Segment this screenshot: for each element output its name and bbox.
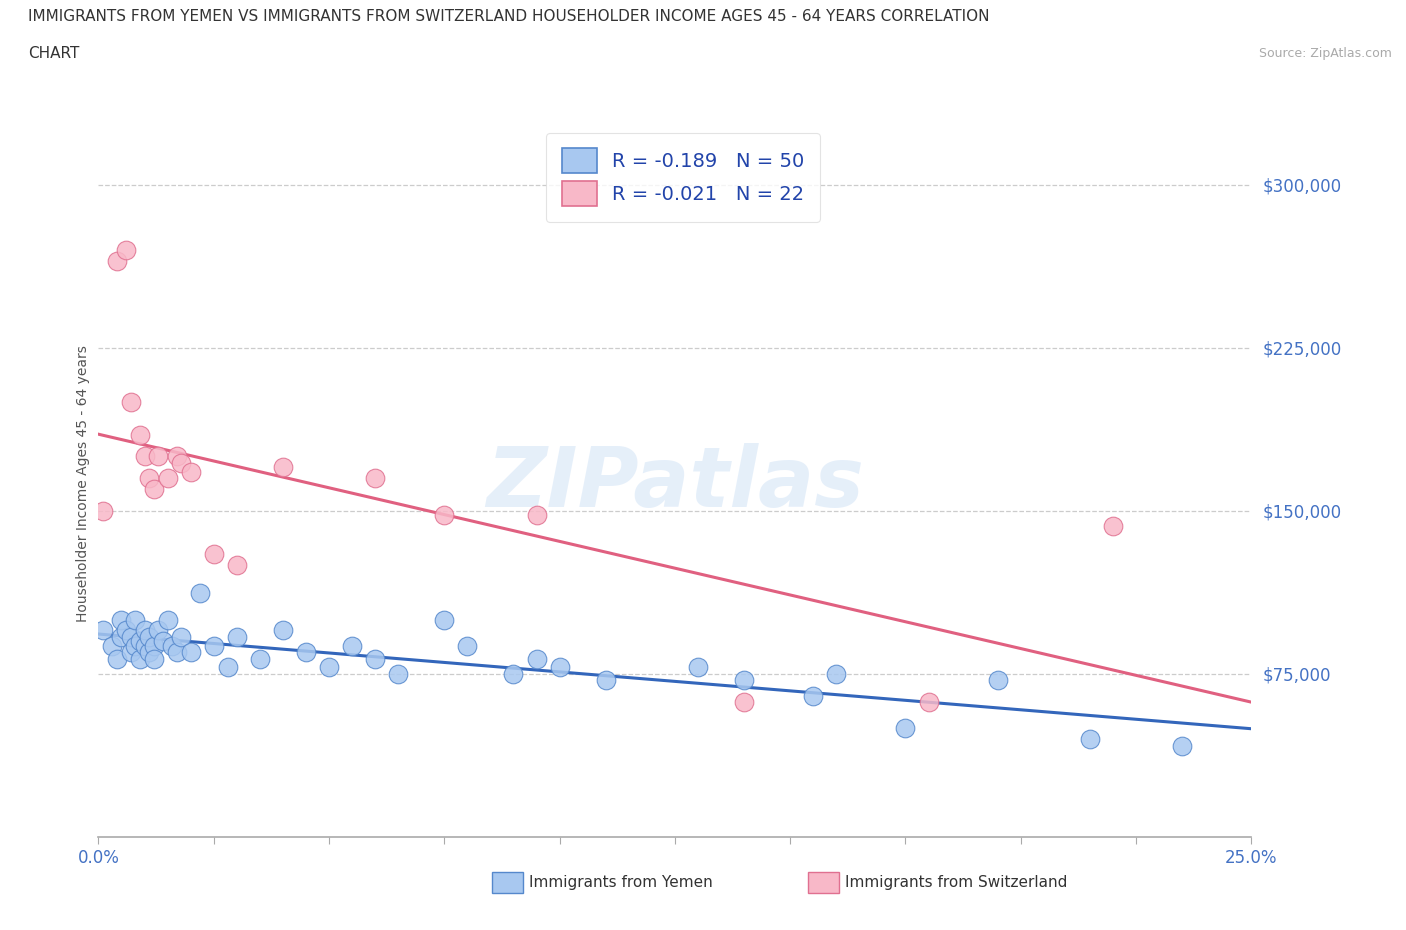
Point xyxy=(1078,732,1101,747)
Point xyxy=(110,612,132,627)
Point xyxy=(148,623,170,638)
Point xyxy=(595,673,617,688)
Point xyxy=(295,644,318,659)
Point xyxy=(166,644,188,659)
Point xyxy=(318,660,340,675)
Text: CHART: CHART xyxy=(28,46,80,61)
Point xyxy=(271,459,294,474)
Point xyxy=(433,612,456,627)
Point xyxy=(110,630,132,644)
Text: IMMIGRANTS FROM YEMEN VS IMMIGRANTS FROM SWITZERLAND HOUSEHOLDER INCOME AGES 45 : IMMIGRANTS FROM YEMEN VS IMMIGRANTS FROM… xyxy=(28,9,990,24)
Point xyxy=(456,638,478,653)
Point xyxy=(170,630,193,644)
Point xyxy=(202,638,225,653)
Point xyxy=(152,634,174,649)
Point xyxy=(548,660,571,675)
Point xyxy=(156,612,179,627)
Point xyxy=(134,449,156,464)
Point xyxy=(148,449,170,464)
Point xyxy=(180,464,202,479)
Point xyxy=(825,667,848,682)
Point xyxy=(180,644,202,659)
Point xyxy=(225,630,247,644)
Text: Immigrants from Yemen: Immigrants from Yemen xyxy=(529,875,713,890)
Point xyxy=(134,638,156,653)
Point xyxy=(138,630,160,644)
Point xyxy=(733,695,755,710)
Point xyxy=(225,558,247,573)
Point xyxy=(91,623,114,638)
Point xyxy=(271,623,294,638)
Point xyxy=(142,482,165,497)
Y-axis label: Householder Income Ages 45 - 64 years: Householder Income Ages 45 - 64 years xyxy=(76,345,90,622)
Point xyxy=(166,449,188,464)
Point xyxy=(115,623,138,638)
Text: Source: ZipAtlas.com: Source: ZipAtlas.com xyxy=(1258,46,1392,60)
Point xyxy=(91,503,114,518)
Point xyxy=(105,651,128,666)
Point xyxy=(142,638,165,653)
Point xyxy=(134,623,156,638)
Point xyxy=(138,471,160,485)
Point xyxy=(217,660,239,675)
Point xyxy=(115,243,138,258)
Point xyxy=(170,456,193,471)
Point xyxy=(1171,738,1194,753)
Point xyxy=(502,667,524,682)
Point xyxy=(188,586,211,601)
Point xyxy=(105,253,128,268)
Point xyxy=(1102,519,1125,534)
Point xyxy=(686,660,709,675)
Point xyxy=(733,673,755,688)
Point xyxy=(249,651,271,666)
Point xyxy=(120,644,142,659)
Point xyxy=(156,471,179,485)
Point xyxy=(120,394,142,409)
Text: Immigrants from Switzerland: Immigrants from Switzerland xyxy=(845,875,1067,890)
Point xyxy=(160,638,183,653)
Point xyxy=(526,508,548,523)
Point xyxy=(917,695,939,710)
Point xyxy=(801,688,824,703)
Point xyxy=(894,721,917,736)
Point xyxy=(124,612,146,627)
Point xyxy=(987,673,1010,688)
Point xyxy=(129,427,152,442)
Point xyxy=(433,508,456,523)
Point xyxy=(340,638,363,653)
Text: ZIPatlas: ZIPatlas xyxy=(486,443,863,525)
Legend: R = -0.189   N = 50, R = -0.021   N = 22: R = -0.189 N = 50, R = -0.021 N = 22 xyxy=(547,133,820,221)
Point xyxy=(387,667,409,682)
Point xyxy=(202,547,225,562)
Point xyxy=(101,638,124,653)
Point xyxy=(142,651,165,666)
Point xyxy=(364,651,387,666)
Point xyxy=(129,634,152,649)
Point xyxy=(120,630,142,644)
Point xyxy=(364,471,387,485)
Point xyxy=(526,651,548,666)
Point xyxy=(138,644,160,659)
Point xyxy=(129,651,152,666)
Point xyxy=(124,638,146,653)
